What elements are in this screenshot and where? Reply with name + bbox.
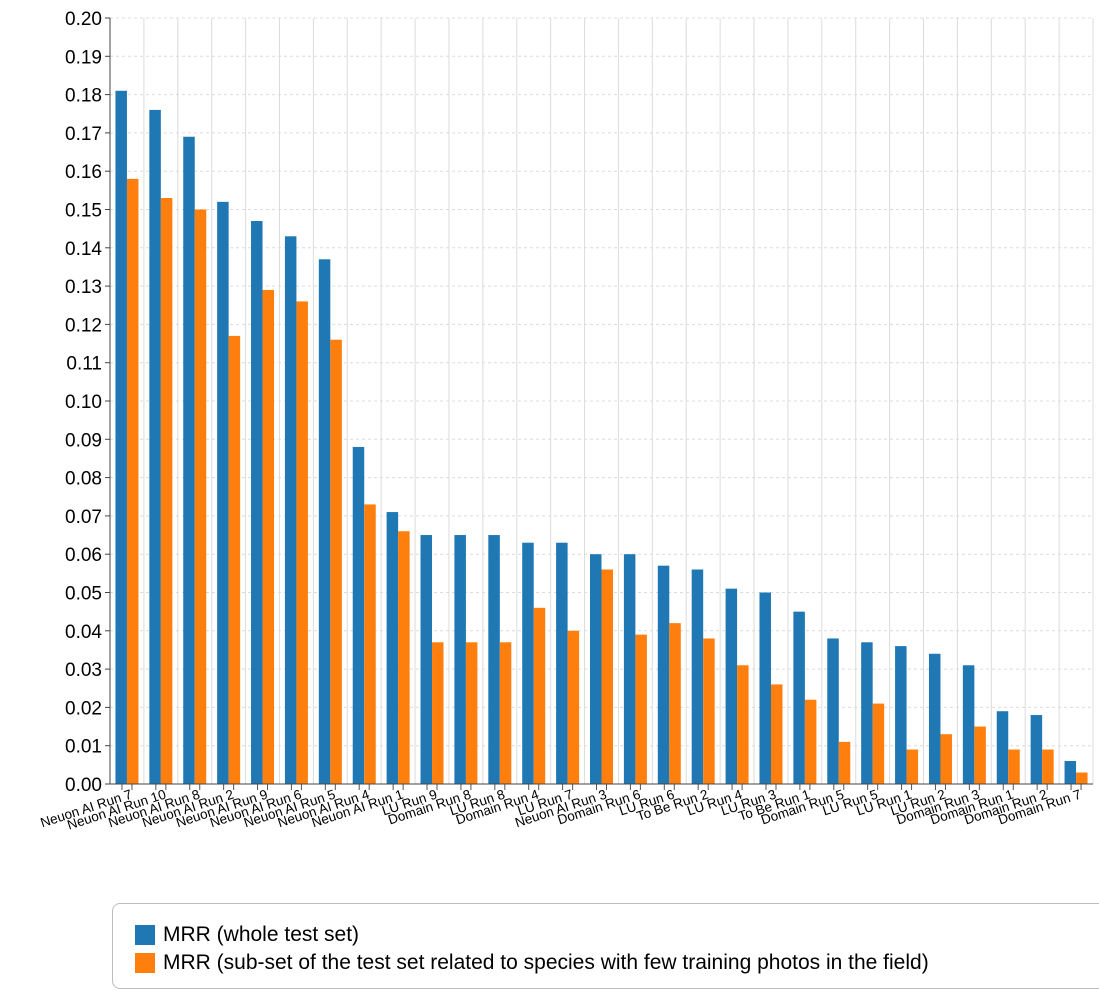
- legend-item-subset: MRR (sub-set of the test set related to …: [135, 951, 929, 975]
- y-tick-label: 0.04: [65, 622, 102, 643]
- bar-whole-test-set: [217, 201, 229, 785]
- bar-whole-test-set: [149, 109, 161, 785]
- y-tick-label: 0.03: [65, 660, 102, 681]
- bar-subset: [940, 734, 952, 784]
- y-tick-label: 0.18: [65, 86, 102, 107]
- y-tick-label: 0.10: [65, 392, 102, 413]
- legend-swatch-blue: [135, 925, 155, 945]
- bar-subset: [262, 289, 275, 784]
- bar-subset: [432, 642, 444, 784]
- bar-subset: [499, 642, 512, 784]
- y-tick-label: 0.06: [65, 545, 102, 566]
- y-tick-label: 0.15: [65, 201, 102, 222]
- bar-subset: [126, 178, 139, 785]
- bar-whole-test-set: [895, 646, 907, 784]
- bar-whole-test-set: [1030, 715, 1043, 784]
- bar-whole-test-set: [115, 90, 127, 784]
- y-tick-label: 0.07: [65, 507, 102, 528]
- bar-whole-test-set: [759, 592, 771, 784]
- bar-subset: [838, 741, 851, 784]
- bar-subset: [567, 630, 580, 784]
- bar-whole-test-set: [996, 711, 1009, 784]
- bar-subset: [906, 749, 919, 784]
- bar-whole-test-set: [488, 535, 500, 784]
- y-tick-label: 0.08: [65, 469, 102, 490]
- bar-whole-test-set: [454, 535, 466, 784]
- bar-whole-test-set: [352, 446, 365, 784]
- bar-whole-test-set: [318, 259, 331, 784]
- bar-subset: [669, 623, 681, 784]
- y-tick-label: 0.19: [65, 47, 102, 68]
- y-tick-label: 0.11: [66, 354, 102, 375]
- y-tick-label: 0.12: [65, 315, 102, 336]
- bar-subset: [330, 339, 342, 784]
- y-tick-label: 0.14: [65, 239, 102, 260]
- bar-subset: [533, 607, 546, 784]
- y-tick-label: 0.16: [65, 162, 102, 183]
- bar-whole-test-set: [623, 554, 636, 784]
- bar-subset: [974, 726, 986, 784]
- y-tick-label: 0.00: [65, 775, 102, 796]
- bar-whole-test-set: [590, 554, 602, 784]
- bar-whole-test-set: [1064, 761, 1077, 784]
- bar-subset: [804, 699, 817, 784]
- bar-subset: [703, 638, 715, 784]
- bar-subset: [635, 634, 647, 784]
- legend-swatch-orange: [135, 953, 155, 973]
- bar-subset: [465, 642, 478, 784]
- y-tick-label: 0.05: [65, 584, 102, 605]
- bar-whole-test-set: [386, 512, 399, 784]
- bar-whole-test-set: [251, 220, 263, 785]
- legend-label: MRR (sub-set of the test set related to …: [163, 951, 929, 974]
- y-tick-label: 0.09: [65, 430, 102, 451]
- bar-whole-test-set: [691, 569, 704, 784]
- bar-subset: [228, 335, 241, 784]
- bar-whole-test-set: [183, 136, 195, 785]
- bar-whole-test-set: [962, 665, 975, 784]
- bar-whole-test-set: [793, 611, 805, 784]
- bar-whole-test-set: [827, 638, 839, 784]
- bar-subset: [770, 684, 783, 784]
- bar-whole-test-set: [556, 542, 568, 784]
- bar-subset: [1042, 749, 1054, 784]
- y-tick-label: 0.17: [65, 124, 102, 145]
- bar-whole-test-set: [420, 535, 433, 784]
- bar-subset: [1008, 749, 1020, 784]
- bar-subset: [601, 569, 613, 784]
- bar-subset: [872, 703, 885, 784]
- y-tick-label: 0.13: [65, 277, 102, 298]
- bar-whole-test-set: [861, 642, 873, 784]
- bar-whole-test-set: [522, 542, 534, 784]
- bar-subset: [737, 665, 749, 784]
- y-tick-label: 0.01: [65, 737, 102, 758]
- y-tick-label: 0.02: [65, 698, 102, 719]
- bar-whole-test-set: [657, 565, 670, 784]
- bar-subset: [296, 301, 308, 784]
- y-tick-label: 0.20: [65, 9, 102, 30]
- bar-subset: [194, 209, 207, 784]
- bar-subset: [1076, 772, 1088, 784]
- legend-label: MRR (whole test set): [163, 923, 360, 946]
- bar-whole-test-set: [725, 588, 738, 784]
- bar-whole-test-set: [928, 653, 941, 784]
- bar-subset: [364, 504, 376, 784]
- legend-item-whole-test-set: MRR (whole test set): [135, 923, 359, 947]
- bar-whole-test-set: [284, 236, 297, 784]
- legend: MRR (whole test set) MRR (sub-set of the…: [112, 903, 1099, 989]
- bar-subset: [160, 198, 173, 784]
- bar-subset: [398, 531, 410, 784]
